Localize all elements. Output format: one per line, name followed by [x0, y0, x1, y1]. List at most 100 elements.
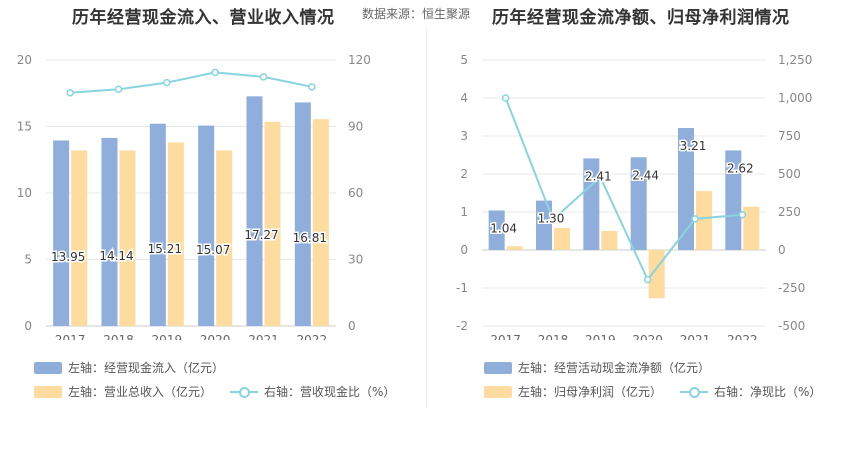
x-tick-label: 2017 — [490, 333, 521, 340]
left-chart: 0 0 5 30 10 60 15 90 20 120 2017 2018 2019 2020 2021 20… — [17, 53, 371, 340]
bar-primary — [53, 140, 70, 326]
bar-primary — [536, 200, 552, 250]
line-point — [501, 94, 510, 102]
bar-secondary — [601, 231, 618, 250]
bar-primary — [678, 128, 694, 250]
y-left-tick-label: 5 — [460, 53, 468, 67]
line-point — [66, 89, 74, 97]
bar-secondary — [167, 142, 184, 326]
bar-value-label: 17.27 — [244, 228, 278, 242]
bar-secondary — [264, 121, 281, 326]
bar-secondary — [696, 191, 712, 250]
bar-secondary — [312, 119, 329, 326]
legend-label: 右轴：营收现金比（%） — [264, 385, 396, 399]
y-left-tick-label: 5 — [24, 253, 32, 267]
x-tick-label: 2017 — [55, 333, 86, 340]
y-right-tick-label: 250 — [778, 205, 801, 219]
x-tick-label: 2019 — [152, 333, 183, 340]
ratio-line — [504, 97, 743, 282]
bar-value-label: 1.30 — [538, 212, 565, 226]
x-tick-label: 2022 — [727, 333, 758, 340]
left-legend-row-2: 左轴：营业总收入（亿元） 右轴：营收现金比（%） — [34, 383, 413, 400]
legend-swatch-bar-secondary — [484, 385, 512, 398]
y-right-tick-label: -500 — [778, 319, 805, 333]
legend-swatch-bar-secondary — [34, 385, 62, 398]
y-right-tick-label: 500 — [778, 167, 801, 181]
x-tick-label: 2021 — [248, 333, 279, 340]
legend-item[interactable]: 右轴：营收现金比（%） — [230, 383, 395, 400]
legend-label: 左轴：归母净利润（亿元） — [518, 385, 663, 399]
x-tick-label: 2020 — [632, 333, 663, 340]
bar-primary — [630, 157, 647, 250]
line-point — [114, 85, 123, 94]
y-left-tick-label: 1 — [460, 205, 468, 219]
y-left-tick-label: 2 — [460, 167, 468, 181]
bar-value-label: 2.44 — [632, 168, 659, 182]
bar-primary — [725, 150, 742, 250]
legend-label: 左轴：经营现金流入（亿元） — [68, 361, 225, 375]
legend-item[interactable]: 左轴：归母净利润（亿元） — [484, 383, 662, 400]
y-right-tick-label: 120 — [348, 53, 371, 67]
y-right-tick-label: 0 — [778, 243, 786, 257]
line-point — [691, 215, 699, 223]
legend-item[interactable]: 左轴：经营现金流入（亿元） — [34, 359, 224, 376]
legend-label: 右轴：净现比（%） — [714, 385, 822, 399]
legend-item[interactable]: 左轴：营业总收入（亿元） — [34, 383, 212, 400]
right-legend-row-1: 左轴：经营活动现金流净额（亿元） — [484, 359, 728, 376]
bar-value-label: 13.95 — [51, 250, 85, 264]
legend-swatch-bar-primary — [34, 361, 62, 374]
y-left-tick-label: 0 — [24, 319, 32, 333]
y-left-tick-label: 0 — [460, 243, 468, 257]
line-point — [259, 73, 268, 81]
y-left-tick-label: -2 — [456, 319, 468, 333]
y-left-tick-label: 15 — [17, 120, 32, 134]
bar-value-label: 2.41 — [585, 169, 612, 183]
x-tick-label: 2018 — [538, 333, 569, 340]
bar-primary — [101, 137, 118, 326]
bar-value-label: 2.62 — [727, 161, 754, 175]
y-left-tick-label: 3 — [460, 129, 468, 143]
x-tick-label: 2022 — [297, 333, 328, 340]
right-legend-row-2: 左轴：归母净利润（亿元） 右轴：净现比（%） — [484, 383, 839, 400]
y-right-tick-label: 60 — [348, 186, 363, 200]
y-right-tick-label: 750 — [778, 129, 801, 143]
bar-primary — [488, 210, 505, 250]
y-right-tick-label: -250 — [778, 281, 805, 295]
bar-secondary — [506, 246, 523, 250]
legend-label: 左轴：营业总收入（亿元） — [68, 385, 213, 399]
bar-secondary — [119, 150, 136, 326]
y-right-tick-label: 30 — [348, 253, 363, 267]
y-left-tick-label: 4 — [460, 91, 468, 105]
y-right-tick-label: 1,250 — [778, 53, 812, 67]
line-point — [549, 215, 557, 224]
line-point — [643, 275, 652, 284]
y-left-tick-label: 10 — [17, 186, 32, 200]
right-chart: -2 -500 -1 -250 0 0 1 250 2 500 3 750 4 1,000 5 1,250 20… — [456, 53, 812, 340]
bar-value-label: 15.07 — [196, 243, 230, 257]
y-right-tick-label: 0 — [348, 319, 356, 333]
legend-item[interactable]: 右轴：净现比（%） — [680, 383, 821, 400]
x-tick-label: 2018 — [103, 333, 134, 340]
line-point — [596, 173, 605, 181]
line-point — [211, 68, 219, 77]
x-tick-label: 2020 — [200, 333, 231, 340]
bar-value-label: 15.21 — [148, 242, 182, 256]
data-source-note: 数据来源：恒生聚源 — [362, 7, 471, 21]
bar-primary — [149, 123, 166, 326]
y-left-tick-label: 20 — [17, 53, 32, 67]
y-left-tick-label: -1 — [456, 281, 468, 295]
legend-item[interactable]: 左轴：经营活动现金流净额（亿元） — [484, 359, 710, 376]
chart-divider — [426, 28, 427, 408]
x-tick-label: 2021 — [680, 333, 711, 340]
bar-primary — [246, 96, 263, 327]
bar-value-label: 16.81 — [293, 231, 327, 245]
left-chart-title: 历年经营现金流入、营业收入情况 — [72, 8, 335, 28]
legend-swatch-line — [230, 386, 259, 398]
bar-secondary — [71, 150, 88, 326]
ratio-line — [70, 71, 313, 94]
line-point — [738, 210, 747, 219]
bar-primary — [198, 125, 215, 326]
legend-swatch-bar-primary — [484, 361, 512, 374]
bar-value-label: 1.04 — [490, 221, 517, 235]
bar-secondary — [554, 227, 570, 250]
